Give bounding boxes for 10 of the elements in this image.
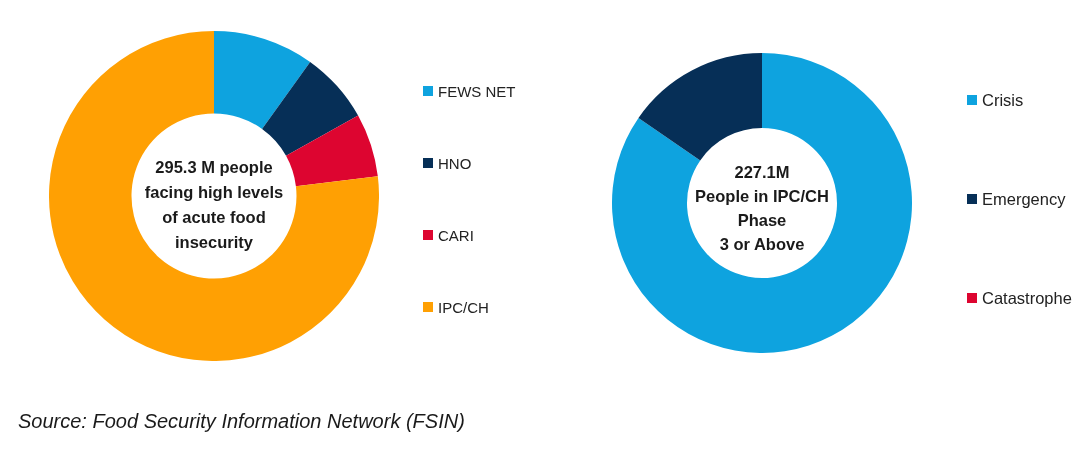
- legend-label: Emergency: [982, 189, 1066, 209]
- legend-label: Crisis: [982, 90, 1024, 110]
- legend-label: Catastrophe: [982, 288, 1072, 308]
- legend-label: CARI: [438, 226, 474, 244]
- legend-label: HNO: [438, 154, 472, 172]
- text: 295.3 M people facing high levels of acute food insecurity: [144, 157, 284, 253]
- source-note: Source: Food Security Information Network (FSIN): [18, 410, 465, 433]
- legend-label: IPC/CH: [438, 298, 489, 316]
- text: 227.1M People in IPC/CH Phase 3 or Above: [695, 161, 829, 255]
- legend-label: FEWS NET: [438, 82, 516, 100]
